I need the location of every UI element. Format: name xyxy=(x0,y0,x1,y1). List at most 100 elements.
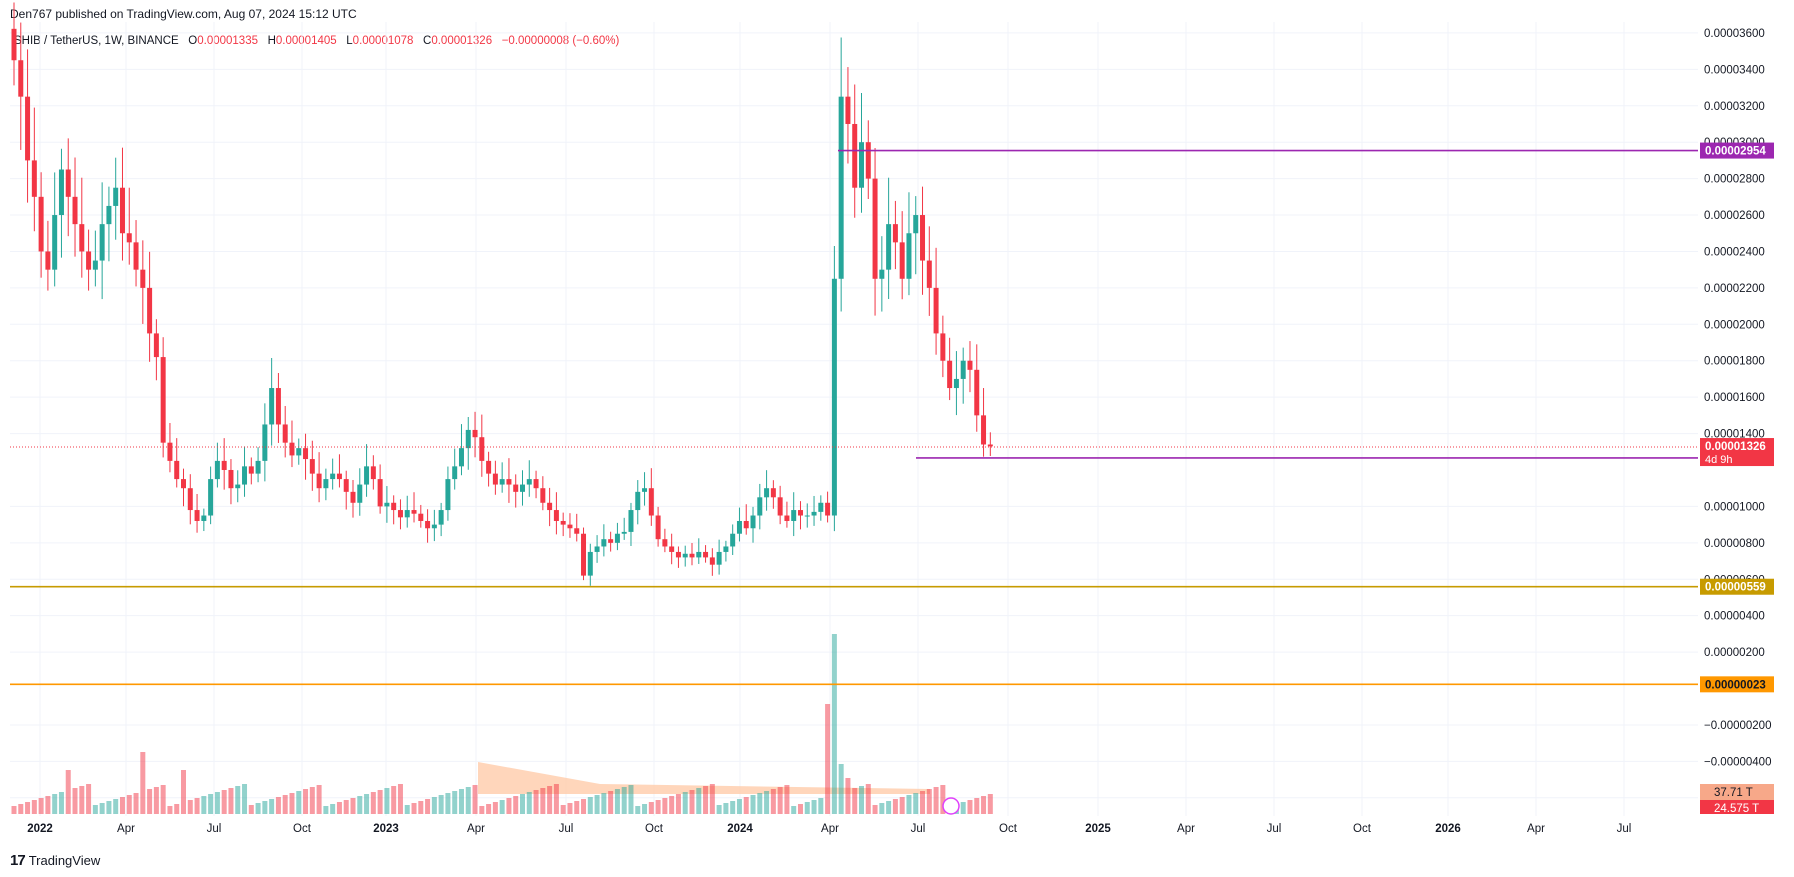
candle xyxy=(886,224,892,270)
volume-bar xyxy=(492,802,498,814)
time-tick-label: Oct xyxy=(293,823,312,835)
brand-name[interactable]: TradingView xyxy=(28,853,101,868)
candle xyxy=(743,520,749,529)
volume-bar xyxy=(472,785,478,814)
candle xyxy=(181,479,186,489)
volume-bar xyxy=(303,789,309,814)
candle xyxy=(492,473,498,485)
candle xyxy=(38,196,44,252)
volume-bar xyxy=(560,805,566,814)
volume-group xyxy=(11,634,993,814)
candle xyxy=(431,524,437,529)
price-level-tag-label: 0.00002954 xyxy=(1705,146,1766,158)
candle xyxy=(608,539,614,543)
volume-bar xyxy=(981,796,987,814)
candle xyxy=(797,510,803,516)
volume-bar xyxy=(920,791,926,814)
candle xyxy=(852,123,858,188)
volume-bar xyxy=(357,796,363,814)
candle xyxy=(669,546,675,552)
volume-bar xyxy=(25,802,31,814)
time-tick-label: 2025 xyxy=(1085,823,1111,835)
volume-bar xyxy=(933,787,939,814)
volume-bar xyxy=(540,788,546,814)
candle xyxy=(716,551,722,565)
volume-bar xyxy=(662,798,668,814)
candle xyxy=(567,524,573,529)
volume-bar xyxy=(865,784,871,814)
candle xyxy=(730,533,736,547)
candle xyxy=(940,333,946,361)
candle xyxy=(933,287,939,334)
volume-bar xyxy=(438,795,444,814)
time-tick-label: Jul xyxy=(559,823,574,835)
open-value: 0.00001335 xyxy=(197,35,258,47)
price-tick-label: −0.00000400 xyxy=(1704,756,1771,768)
volume-bar xyxy=(458,789,464,814)
volume-bar xyxy=(316,785,322,814)
volume-bar xyxy=(601,793,607,814)
symbol-name[interactable]: SHIB / TetherUS, 1W, BINANCE xyxy=(14,35,179,47)
candle xyxy=(723,546,729,552)
candle xyxy=(574,528,580,534)
candle xyxy=(106,205,112,225)
candle xyxy=(675,551,681,558)
volume-bar xyxy=(709,784,715,814)
time-tick-label: Apr xyxy=(1527,823,1545,835)
price-tick-label: 0.00000200 xyxy=(1704,647,1765,659)
volume-bar xyxy=(764,791,770,814)
volume-bar xyxy=(431,797,437,814)
volume-bar xyxy=(614,789,620,814)
volume-bar xyxy=(248,805,254,814)
candle xyxy=(587,551,593,576)
volume-bar xyxy=(791,806,797,814)
volume-bar xyxy=(377,790,383,814)
candle xyxy=(533,479,539,489)
volume-bar xyxy=(242,784,248,814)
candle xyxy=(811,511,817,516)
candle xyxy=(79,224,85,252)
candle xyxy=(648,488,654,516)
candle xyxy=(275,388,281,425)
candle xyxy=(357,484,363,503)
volume-bar xyxy=(397,784,403,814)
volume-bar xyxy=(486,804,492,814)
last-price-countdown: 4d 9h xyxy=(1705,454,1733,466)
volume-bar xyxy=(384,788,390,814)
volume-bar xyxy=(11,806,17,814)
candles-group xyxy=(11,2,993,586)
price-level-tag-label: 0.00000023 xyxy=(1705,679,1766,691)
volume-bar xyxy=(567,803,573,814)
volume-bar xyxy=(845,778,851,814)
high-value: 0.00001405 xyxy=(275,35,337,47)
volume-bar xyxy=(336,802,342,814)
price-change: −0.00000008 (−0.60%) xyxy=(501,35,620,47)
time-tick-label: Jul xyxy=(1617,823,1632,835)
candle xyxy=(838,96,844,279)
candle xyxy=(594,546,600,552)
volume-bar xyxy=(391,786,397,814)
candle xyxy=(316,473,322,489)
time-tick-label: Jul xyxy=(1267,823,1282,835)
volume-bar xyxy=(940,785,946,814)
candle xyxy=(235,484,241,489)
volume-bar xyxy=(574,801,580,814)
volume-bar xyxy=(38,798,44,814)
candle xyxy=(953,378,959,389)
candle xyxy=(458,448,464,467)
candle xyxy=(560,520,566,525)
volume-bar xyxy=(140,752,146,814)
volume-bar xyxy=(187,800,193,814)
candle xyxy=(397,510,403,518)
volume-bar xyxy=(194,798,200,814)
candle xyxy=(770,488,776,498)
volume-bar xyxy=(892,799,898,814)
candle xyxy=(662,539,668,547)
volume-bar xyxy=(804,802,810,814)
price-tick-label: −0.00000200 xyxy=(1704,720,1771,732)
volume-bar xyxy=(72,788,78,814)
volume-bar xyxy=(642,804,648,814)
candle xyxy=(445,479,451,511)
volume-bar xyxy=(58,792,64,814)
